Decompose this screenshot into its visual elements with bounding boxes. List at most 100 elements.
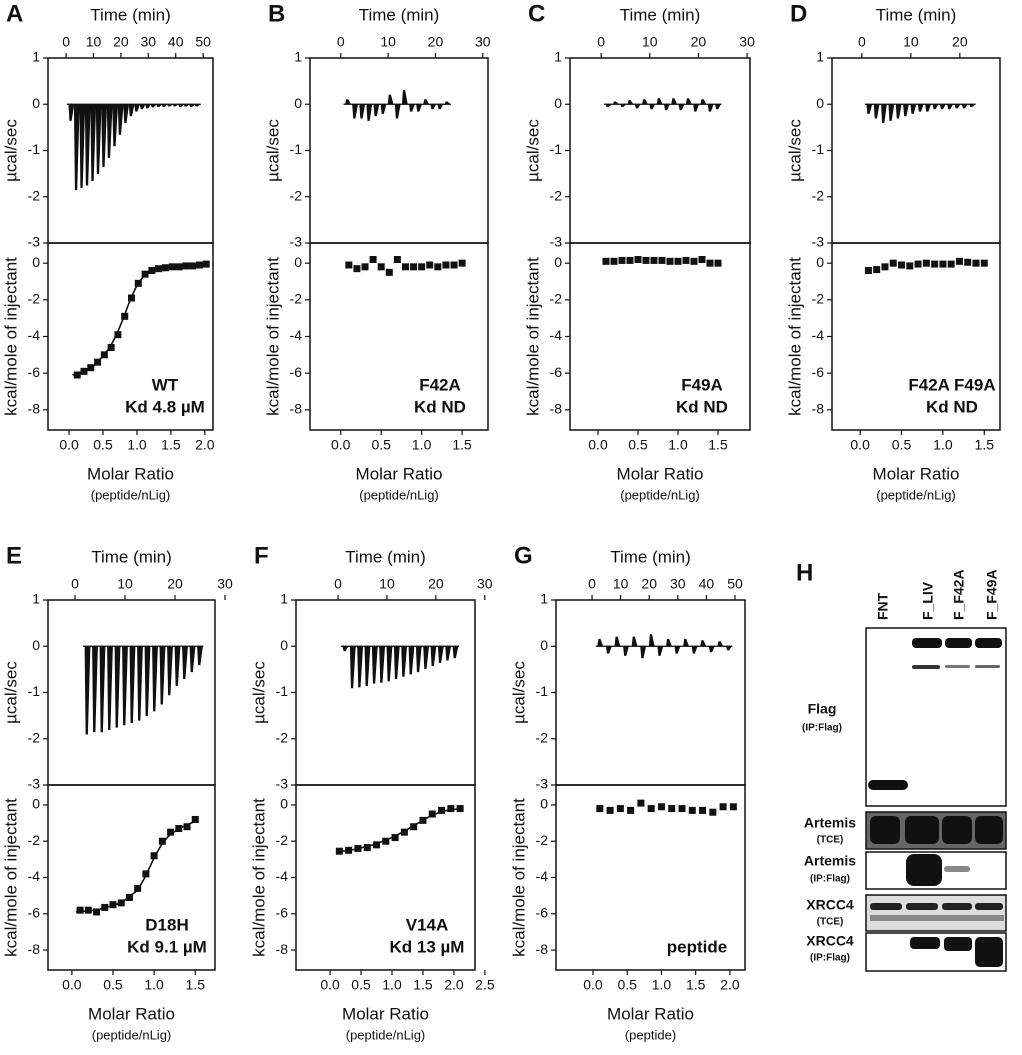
row-sublabel: (TCE) bbox=[817, 835, 844, 846]
x-tick-label: 10 bbox=[117, 576, 133, 592]
annotation: F42A F49A bbox=[908, 375, 995, 394]
data-point bbox=[128, 294, 136, 302]
y-axis-label: kcal/mole of injectant bbox=[523, 257, 542, 416]
x-axis-sublabel: (peptide/nLig) bbox=[620, 487, 700, 502]
data-point bbox=[125, 893, 133, 901]
x-tick-label: 0.0 bbox=[850, 437, 870, 453]
thermogram-peak bbox=[373, 103, 380, 117]
data-point bbox=[410, 263, 418, 271]
thermogram-peak bbox=[99, 645, 106, 733]
data-point bbox=[666, 257, 674, 265]
thermogram-peak bbox=[663, 103, 670, 111]
thermogram-peak bbox=[648, 634, 655, 647]
thermogram-peak bbox=[873, 103, 880, 119]
data-point bbox=[610, 257, 618, 265]
thermogram-peak bbox=[159, 645, 166, 705]
data-point bbox=[401, 263, 409, 271]
blot-box bbox=[865, 894, 1007, 932]
thermogram-peak bbox=[137, 645, 143, 721]
panel-letter: C bbox=[528, 0, 545, 27]
thermogram-peak bbox=[881, 103, 887, 124]
annotation: Kd 4.8 µM bbox=[125, 397, 205, 416]
y-axis-label: µcal/sec bbox=[509, 661, 528, 724]
thermogram-peak bbox=[177, 103, 185, 107]
y-tick-label: 0 bbox=[32, 637, 40, 653]
thermogram-peak bbox=[597, 638, 604, 647]
x-tick-label: 0 bbox=[337, 34, 345, 50]
thermogram-peak bbox=[640, 645, 647, 659]
x-tick-label: 0.5 bbox=[103, 977, 123, 993]
thermogram-peak bbox=[73, 103, 80, 191]
x-tick-label: 20 bbox=[113, 34, 129, 50]
thermogram-peak bbox=[366, 103, 373, 121]
thermogram-peak bbox=[437, 103, 444, 110]
thermogram-peak bbox=[182, 645, 188, 680]
x-tick-label: 1.5 bbox=[161, 437, 181, 453]
x-tick-label: 40 bbox=[699, 576, 715, 592]
data-point bbox=[142, 870, 150, 878]
data-point bbox=[658, 256, 666, 264]
row-label: Flag bbox=[808, 701, 837, 717]
x-axis-label: Time (min) bbox=[876, 5, 957, 24]
row-label: Artemis bbox=[804, 853, 856, 869]
y-axis-label: µcal/sec bbox=[263, 119, 282, 182]
data-point bbox=[393, 256, 401, 263]
y-tick-label: 1 bbox=[540, 591, 548, 607]
y-tick-label: -2 bbox=[28, 291, 41, 307]
data-point bbox=[906, 262, 914, 270]
thermogram-peak bbox=[693, 103, 700, 112]
data-point bbox=[898, 261, 906, 269]
data-point bbox=[690, 257, 698, 265]
y-tick-label: -8 bbox=[812, 401, 825, 417]
y-tick-label: -2 bbox=[28, 832, 41, 848]
y-tick-label: 0 bbox=[540, 637, 548, 653]
thermogram-peak bbox=[144, 645, 151, 717]
x-tick-label: 0.5 bbox=[617, 977, 637, 993]
data-point bbox=[647, 805, 655, 813]
data-point bbox=[602, 257, 610, 265]
x-tick-label: 20 bbox=[167, 576, 183, 592]
thermogram-peak bbox=[84, 645, 91, 735]
annotation: Kd ND bbox=[414, 397, 466, 416]
thermogram-peak bbox=[678, 103, 685, 111]
data-point bbox=[87, 364, 95, 372]
data-point bbox=[939, 260, 947, 268]
thermogram-peak bbox=[437, 645, 444, 663]
data-point bbox=[202, 260, 210, 268]
x-axis-label: Molar Ratio bbox=[87, 464, 174, 483]
thermogram-peak bbox=[349, 645, 356, 689]
data-point bbox=[363, 844, 371, 852]
thermogram-peak bbox=[925, 103, 932, 112]
thermogram-peak bbox=[166, 103, 174, 107]
data-point bbox=[391, 834, 399, 842]
data-point bbox=[134, 884, 142, 892]
row-label: XRCC4 bbox=[806, 897, 854, 913]
band bbox=[944, 937, 972, 951]
x-tick-label: 0 bbox=[858, 34, 866, 50]
y-tick-label: -6 bbox=[550, 364, 563, 380]
thermogram-peak bbox=[408, 103, 415, 112]
band bbox=[870, 816, 900, 844]
thermogram-peak bbox=[79, 103, 86, 188]
y-tick-label: 1 bbox=[554, 49, 562, 65]
y-tick-label: 0 bbox=[280, 796, 288, 812]
y-tick-label: -2 bbox=[550, 291, 563, 307]
y-tick-label: -2 bbox=[290, 187, 303, 203]
thermogram-peak bbox=[90, 103, 97, 181]
y-tick-label: 1 bbox=[32, 591, 40, 607]
thermogram-peak bbox=[866, 103, 873, 114]
x-tick-label: 0 bbox=[334, 576, 342, 592]
thermogram-peak bbox=[634, 103, 641, 109]
thermogram-peak bbox=[961, 103, 969, 109]
data-point bbox=[175, 825, 183, 833]
data-point bbox=[458, 259, 466, 267]
x-axis-sublabel: (peptide/nLig) bbox=[91, 487, 171, 502]
x-tick-label: 10 bbox=[380, 34, 396, 50]
thermogram-peak bbox=[183, 103, 191, 107]
x-tick-label: 2.5 bbox=[475, 977, 495, 993]
x-tick-label: 0.5 bbox=[371, 437, 391, 453]
y-tick-label: -2 bbox=[812, 291, 825, 307]
x-axis-label: Time (min) bbox=[91, 547, 172, 566]
band bbox=[975, 816, 1003, 844]
